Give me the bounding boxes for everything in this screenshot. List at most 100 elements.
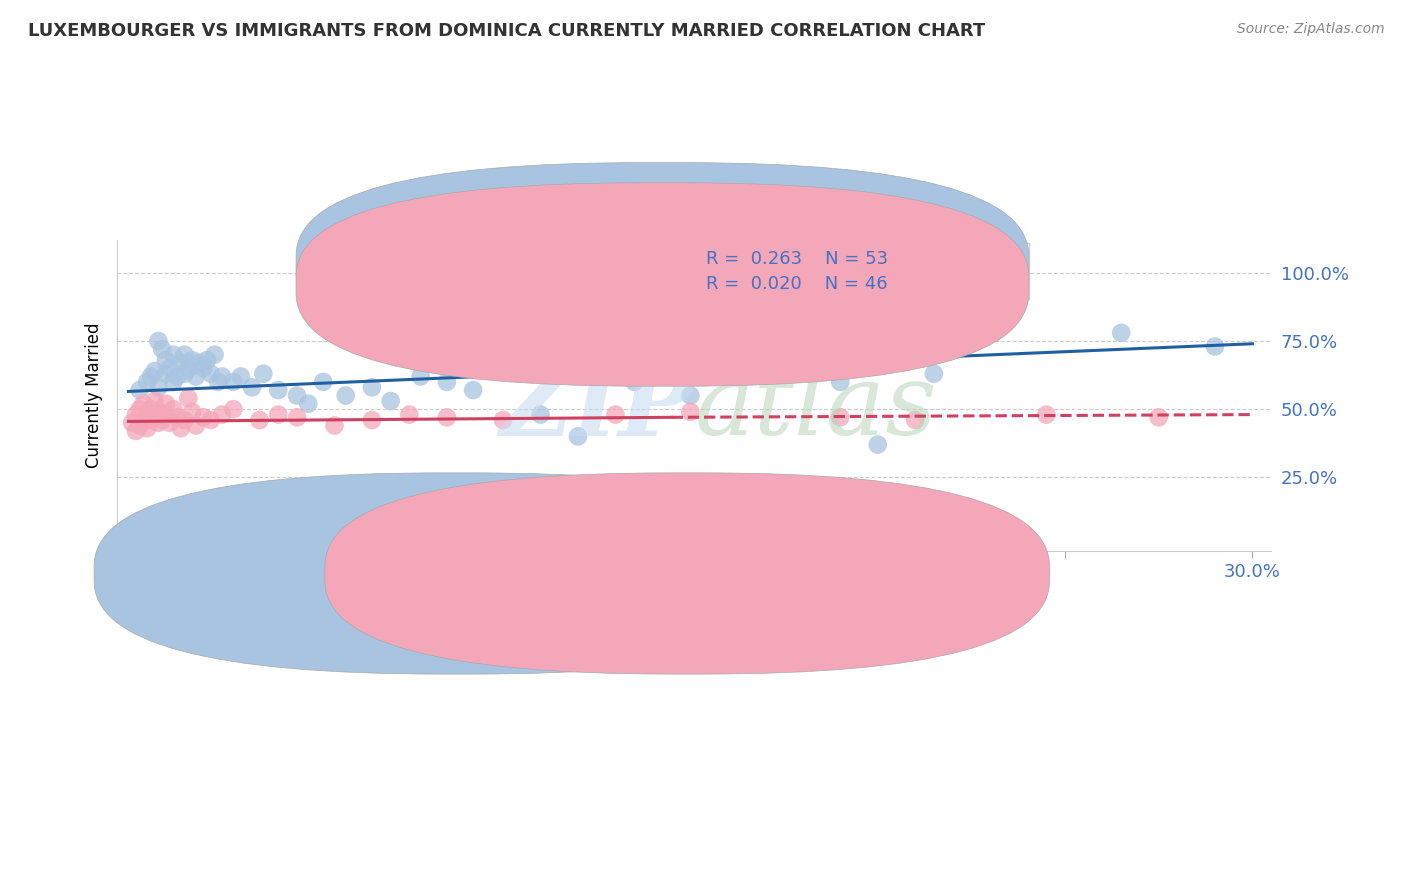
Point [136, 408, 159, 422]
Point [170, 421, 193, 435]
Point [866, 437, 889, 451]
Point [150, 413, 173, 427]
Text: LUXEMBOURGER VS IMMIGRANTS FROM DOMINICA CURRENTLY MARRIED CORRELATION CHART: LUXEMBOURGER VS IMMIGRANTS FROM DOMINICA… [28, 22, 986, 40]
Point [121, 416, 143, 430]
Point [222, 402, 245, 417]
Point [312, 375, 335, 389]
Point [754, 483, 776, 498]
Point [567, 429, 589, 443]
Point [200, 413, 222, 427]
Point [148, 380, 170, 394]
Point [125, 408, 148, 422]
Point [492, 413, 515, 427]
Point [361, 413, 384, 427]
Point [181, 353, 204, 368]
FancyBboxPatch shape [602, 244, 1029, 299]
Point [240, 380, 263, 394]
Point [162, 375, 184, 389]
Point [773, 301, 796, 316]
Point [267, 383, 290, 397]
Point [143, 394, 166, 409]
Point [252, 367, 274, 381]
Point [229, 369, 252, 384]
Point [361, 380, 384, 394]
Point [398, 408, 420, 422]
Point [529, 408, 551, 422]
Point [1109, 326, 1132, 340]
Point [1147, 410, 1170, 425]
Point [267, 408, 290, 422]
Point [159, 416, 181, 430]
Point [136, 375, 159, 389]
Point [173, 367, 195, 381]
Point [155, 397, 177, 411]
Point [162, 348, 184, 362]
Point [139, 402, 162, 417]
Point [159, 361, 181, 376]
FancyBboxPatch shape [297, 162, 1029, 366]
Point [285, 388, 308, 402]
Point [166, 369, 188, 384]
Point [155, 353, 177, 368]
Point [162, 402, 184, 417]
Point [904, 413, 927, 427]
Point [136, 421, 159, 435]
Point [148, 334, 170, 348]
Point [148, 405, 170, 419]
FancyBboxPatch shape [297, 183, 1029, 386]
Point [436, 375, 458, 389]
Point [830, 410, 852, 425]
Point [297, 397, 319, 411]
Point [204, 348, 226, 362]
Point [211, 408, 233, 422]
Point [128, 418, 150, 433]
Point [623, 375, 645, 389]
Y-axis label: Currently Married: Currently Married [86, 323, 103, 468]
Point [492, 293, 515, 308]
Point [148, 416, 170, 430]
Point [380, 394, 402, 409]
Point [143, 364, 166, 378]
Point [143, 410, 166, 425]
FancyBboxPatch shape [94, 473, 818, 674]
Point [188, 356, 211, 370]
Point [605, 408, 627, 422]
Point [173, 413, 195, 427]
Point [150, 342, 173, 356]
Point [132, 413, 155, 427]
Point [679, 388, 702, 402]
Point [128, 402, 150, 417]
Point [461, 383, 484, 397]
FancyBboxPatch shape [325, 473, 1049, 674]
Point [184, 418, 207, 433]
Text: ZIP: ZIP [499, 359, 695, 456]
Point [200, 367, 222, 381]
Point [207, 375, 229, 389]
Point [285, 410, 308, 425]
Point [193, 361, 215, 376]
Point [1035, 408, 1057, 422]
Point [184, 369, 207, 384]
Point [436, 410, 458, 425]
Point [323, 418, 346, 433]
Point [679, 405, 702, 419]
Point [177, 361, 200, 376]
Text: atlas: atlas [695, 360, 936, 456]
Point [717, 369, 740, 384]
Text: R =  0.263    N = 53: R = 0.263 N = 53 [706, 251, 887, 268]
Point [132, 397, 155, 411]
Point [249, 413, 271, 427]
Point [166, 410, 188, 425]
Point [155, 367, 177, 381]
Point [170, 356, 193, 370]
Point [195, 353, 218, 368]
Point [181, 405, 204, 419]
Text: Luxembourgers: Luxembourgers [481, 565, 610, 582]
Point [211, 369, 233, 384]
Point [128, 383, 150, 397]
Point [998, 290, 1021, 304]
Text: Source: ZipAtlas.com: Source: ZipAtlas.com [1237, 22, 1385, 37]
Point [335, 388, 357, 402]
Text: Immigrants from Dominica: Immigrants from Dominica [711, 565, 934, 582]
Point [922, 367, 945, 381]
